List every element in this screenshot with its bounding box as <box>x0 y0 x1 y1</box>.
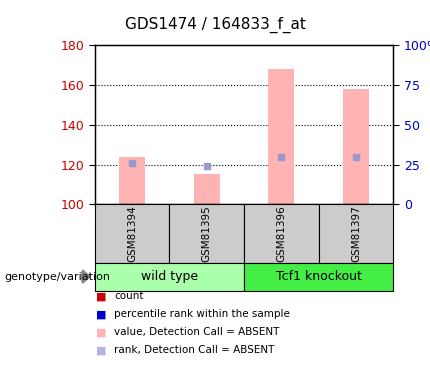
Text: genotype/variation: genotype/variation <box>4 272 111 282</box>
Text: GDS1474 / 164833_f_at: GDS1474 / 164833_f_at <box>125 17 305 33</box>
Bar <box>244 204 319 262</box>
Text: GSM81395: GSM81395 <box>202 205 212 262</box>
Bar <box>119 157 145 204</box>
Bar <box>343 89 369 204</box>
Text: GSM81397: GSM81397 <box>351 205 361 262</box>
Bar <box>268 69 295 204</box>
Text: Tcf1 knockout: Tcf1 knockout <box>276 270 362 283</box>
Text: value, Detection Call = ABSENT: value, Detection Call = ABSENT <box>114 327 280 337</box>
Text: ■: ■ <box>96 327 106 337</box>
Bar <box>319 204 393 262</box>
Text: GSM81396: GSM81396 <box>276 205 286 262</box>
Bar <box>244 262 393 291</box>
Text: ■: ■ <box>96 345 106 355</box>
Text: ■: ■ <box>96 291 106 301</box>
Text: percentile rank within the sample: percentile rank within the sample <box>114 309 290 319</box>
Bar <box>95 262 244 291</box>
Text: count: count <box>114 291 144 301</box>
Text: rank, Detection Call = ABSENT: rank, Detection Call = ABSENT <box>114 345 274 355</box>
Bar <box>169 204 244 262</box>
Bar <box>95 204 169 262</box>
Text: ■: ■ <box>96 309 106 319</box>
Text: wild type: wild type <box>141 270 198 283</box>
Bar <box>194 174 220 204</box>
Text: GSM81394: GSM81394 <box>127 205 137 262</box>
